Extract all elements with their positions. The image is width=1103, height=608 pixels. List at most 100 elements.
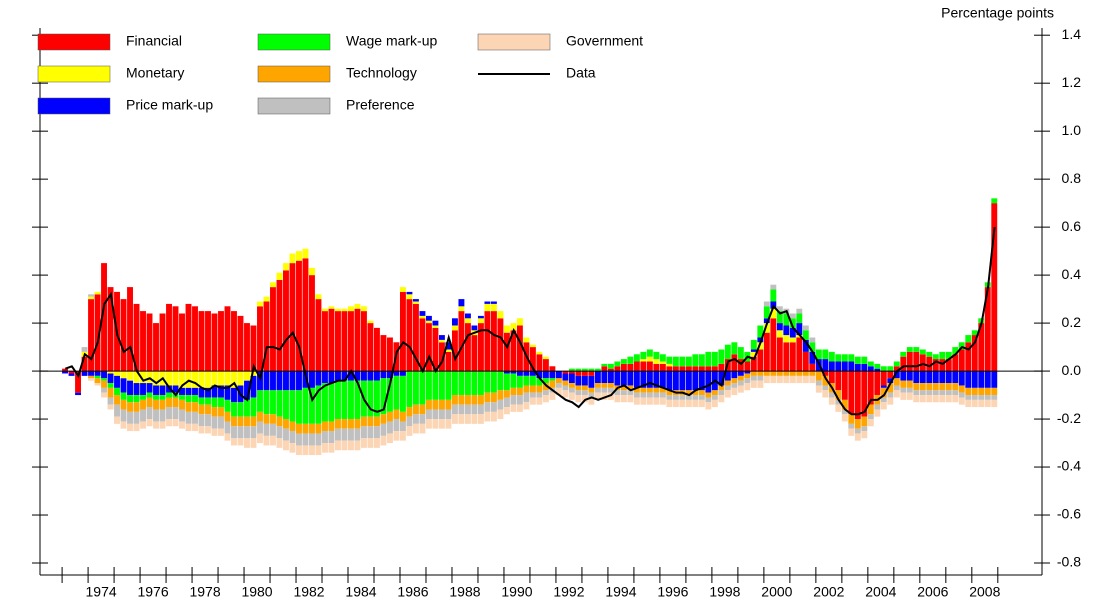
bar-segment (205, 371, 211, 388)
bar-segment (185, 411, 192, 424)
bar-segment (887, 366, 894, 372)
bar-segment (361, 306, 367, 312)
bar-segment (562, 390, 569, 398)
bar-segment (289, 253, 296, 264)
bar-segment (146, 397, 153, 408)
bar-segment (802, 330, 809, 340)
bar-segment (497, 399, 504, 410)
bar-segment (172, 397, 179, 408)
bar-segment (127, 395, 133, 403)
bar-segment (146, 383, 153, 393)
bar-segment (490, 303, 497, 312)
bar-segment (978, 387, 985, 396)
legend-label: Wage mark-up (346, 33, 438, 49)
legend-label: Government (566, 33, 643, 49)
bar-segment (750, 380, 757, 388)
bar-segment (848, 371, 855, 415)
bar-segment (705, 351, 712, 367)
bar-segment (672, 356, 679, 367)
bar-segment (802, 339, 809, 352)
bar-segment (412, 423, 419, 434)
bar-segment (822, 371, 829, 376)
bar-segment (679, 399, 686, 408)
bar-segment (406, 299, 413, 372)
bar-segment (737, 375, 744, 381)
bar-segment (867, 414, 874, 420)
bar-segment (477, 371, 484, 396)
bar-segment (458, 404, 465, 415)
bar-segment (159, 313, 166, 372)
bar-segment (432, 325, 439, 328)
bar-segment (263, 296, 270, 302)
bar-segment (107, 373, 114, 384)
bar-segment (770, 371, 777, 376)
bar-segment (367, 416, 374, 427)
bar-segment (659, 354, 666, 362)
bar-segment (971, 335, 978, 372)
bar-segment (757, 342, 764, 350)
bar-segment (529, 397, 536, 405)
bar-segment (718, 395, 725, 403)
bar-segment (354, 371, 361, 381)
bar-segment (464, 395, 471, 405)
bar-segment (880, 397, 887, 403)
bar-segment (133, 303, 140, 372)
bar-segment (932, 371, 939, 384)
bar-segment (659, 363, 666, 372)
bar-segment (438, 371, 445, 400)
bar-segment (542, 383, 549, 391)
bar-segment (958, 385, 965, 393)
bar-segment (861, 363, 868, 372)
bar-segment (302, 433, 309, 446)
bar-segment (503, 332, 510, 372)
bar-segment (484, 411, 491, 422)
bar-segment (406, 291, 413, 295)
bar-segment (107, 387, 114, 398)
bar-segment (244, 380, 250, 400)
bar-segment (984, 371, 991, 388)
bar-segment (536, 351, 543, 355)
bar-segment (711, 395, 718, 400)
bar-segment (991, 371, 998, 388)
bar-segment (750, 349, 757, 352)
legend-label: Monetary (126, 65, 184, 81)
bar-segment (432, 327, 439, 372)
bar-segment (172, 419, 179, 427)
bar-segment (237, 315, 244, 372)
bar-segment (94, 383, 101, 386)
bar-segment (607, 392, 614, 400)
bar-segment (828, 397, 835, 405)
bar-segment (497, 409, 504, 420)
bar-segment (503, 407, 510, 415)
bar-segment (874, 404, 881, 410)
bar-segment (549, 380, 556, 388)
bar-segment (445, 342, 452, 350)
y-tick-label: 0.6 (1062, 218, 1082, 234)
y-tick-label: -0.6 (1057, 506, 1081, 522)
bar-segment (926, 395, 933, 403)
bar-segment (627, 395, 634, 403)
bar-segment (425, 323, 432, 372)
bar-segment (536, 371, 543, 379)
bar-segment (257, 306, 263, 372)
bar-segment (270, 287, 276, 372)
bar-segment (848, 428, 855, 436)
bar-segment (841, 354, 848, 362)
bar-segment (822, 349, 829, 360)
bar-segment (913, 351, 920, 372)
bar-segment (101, 380, 107, 388)
bar-segment (406, 426, 413, 436)
bar-segment (991, 395, 998, 400)
bar-segment (367, 426, 374, 439)
x-tick-label: 1986 (397, 584, 428, 600)
bar-segment (672, 366, 679, 372)
bar-segment (380, 423, 387, 436)
bar-segment (250, 438, 257, 448)
bar-segment (322, 383, 328, 422)
bar-segment (503, 397, 510, 408)
bar-segment (172, 306, 179, 372)
bar-segment (575, 371, 582, 376)
bar-segment (205, 414, 211, 427)
bar-segment (581, 390, 588, 396)
